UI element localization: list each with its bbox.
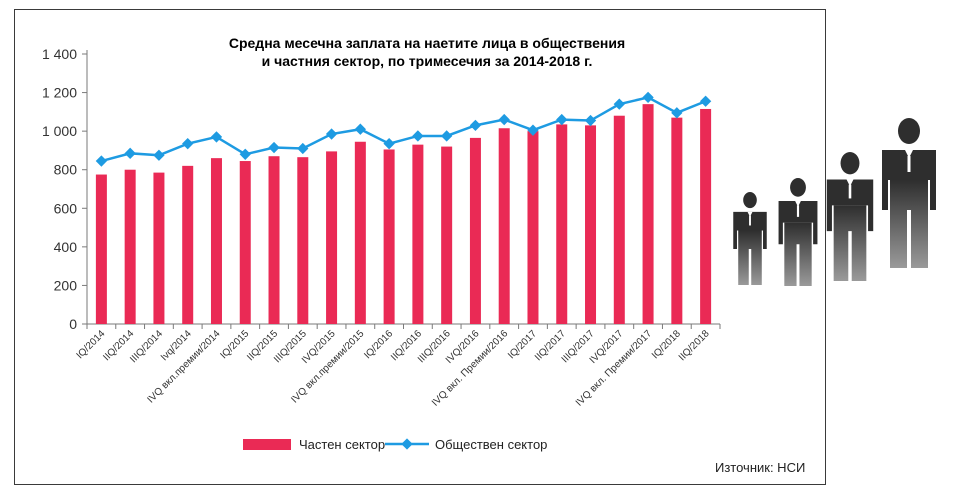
point-public-sector	[354, 123, 366, 135]
point-public-sector	[671, 107, 683, 119]
point-public-sector	[441, 130, 453, 142]
private-sector-bars	[95, 104, 712, 325]
bar-private-sector	[354, 141, 366, 324]
bar-private-sector	[700, 108, 712, 324]
point-public-sector	[584, 114, 597, 127]
x-tick-label: IIQ/2018	[677, 328, 712, 363]
chart-title-line-1: Средна месечна заплата на наетите лица в…	[229, 35, 625, 51]
bar-private-sector	[268, 156, 280, 324]
point-public-sector	[182, 138, 194, 150]
businessman-figure	[778, 178, 818, 286]
bar-private-sector	[671, 117, 683, 325]
y-tick-label: 200	[54, 277, 78, 293]
bar-private-sector	[585, 125, 597, 324]
y-tick-label: 1 200	[42, 85, 77, 101]
point-public-sector	[498, 113, 510, 126]
businessman-figure	[733, 192, 767, 285]
point-public-sector	[642, 91, 654, 104]
bar-private-sector	[124, 169, 136, 324]
legend-marker-public	[401, 438, 413, 450]
bar-private-sector	[412, 144, 424, 324]
point-public-sector	[412, 130, 424, 142]
point-public-sector	[239, 148, 251, 160]
point-public-sector	[95, 155, 108, 167]
bar-private-sector	[153, 172, 165, 324]
y-tick-label: 1 000	[42, 123, 77, 139]
point-public-sector	[325, 128, 338, 140]
bar-private-sector	[326, 151, 338, 324]
legend-swatch-private	[243, 439, 291, 450]
chart-title-line-2: и частния сектор, по тримесечия за 2014-…	[262, 53, 593, 69]
point-public-sector	[556, 113, 568, 126]
bar-private-sector	[469, 137, 481, 324]
y-tick-label: 0	[69, 316, 77, 332]
bar-private-sector	[556, 124, 568, 325]
bar-private-sector	[498, 128, 510, 324]
bar-private-sector	[95, 174, 107, 324]
y-tick-label: 400	[54, 239, 78, 255]
bar-private-sector	[182, 165, 194, 324]
y-tick-label: 1 400	[42, 46, 77, 62]
point-public-sector	[210, 131, 223, 143]
bar-private-sector	[383, 149, 395, 324]
y-tick-label: 600	[54, 200, 78, 216]
y-tick-label: 800	[54, 162, 78, 178]
point-public-sector	[153, 149, 165, 161]
businessman-figure	[826, 152, 874, 281]
bar-private-sector	[441, 146, 453, 324]
salary-chart: Средна месечна заплата на наетите лица в…	[42, 35, 805, 475]
y-axis: 0 200 400 600 800 1 000 1 200 1 400	[42, 46, 88, 332]
point-public-sector	[297, 142, 309, 155]
bar-private-sector	[297, 157, 309, 324]
legend: Частен сектор Обществен сектор	[243, 437, 547, 452]
bar-private-sector	[239, 161, 251, 324]
legend-label-public: Обществен сектор	[435, 437, 547, 452]
businessman-figure	[882, 118, 936, 268]
bar-private-sector	[210, 158, 222, 324]
point-public-sector	[469, 119, 482, 132]
point-public-sector	[383, 138, 395, 150]
line-public-sector	[101, 96, 707, 163]
businessmen-silhouettes-icon	[733, 118, 936, 286]
point-public-sector	[613, 98, 625, 110]
chart-title: Средна месечна заплата на наетите лица в…	[229, 35, 625, 69]
point-public-sector	[124, 147, 136, 159]
bar-private-sector	[613, 115, 625, 324]
bar-private-sector	[527, 131, 539, 324]
chart-frame: Средна месечна заплата на наетите лица в…	[14, 9, 826, 485]
source-note: Източник: НСИ	[715, 460, 805, 475]
point-public-sector	[268, 141, 280, 154]
legend-label-private: Частен сектор	[299, 437, 385, 452]
point-public-sector	[699, 95, 712, 107]
bar-private-sector	[642, 104, 654, 325]
